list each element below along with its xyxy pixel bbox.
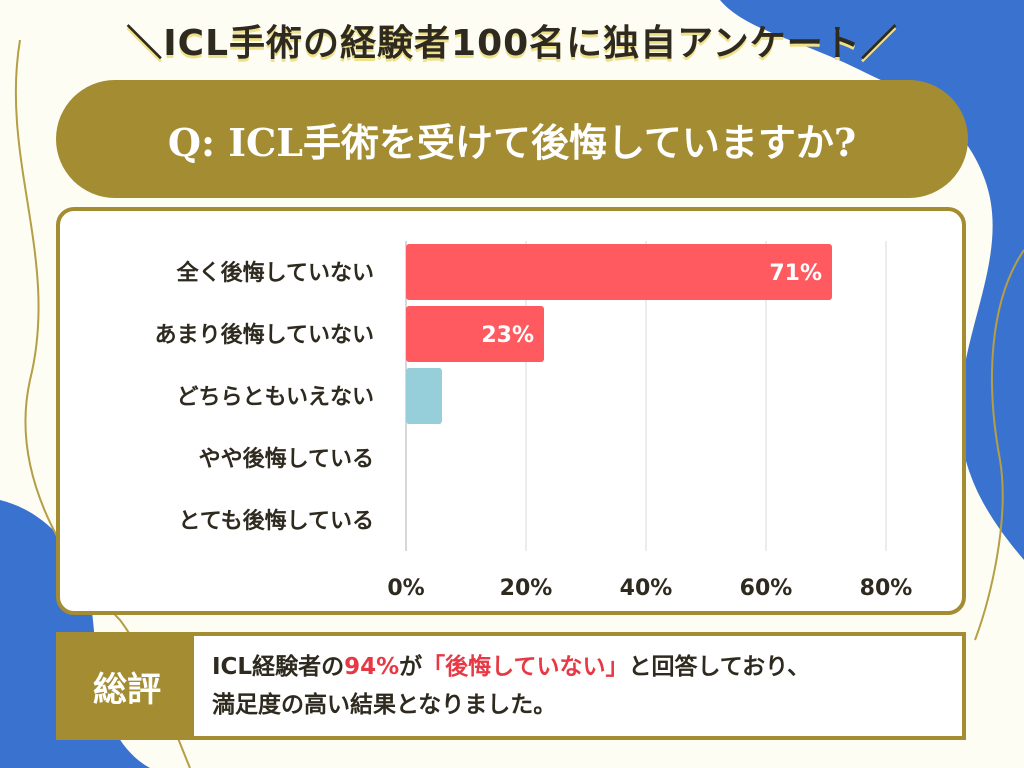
summary-box: 総評 ICL経験者の94%が「後悔していない」と回答しており、 満足度の高い結果…	[56, 632, 966, 740]
category-label: どちらともいえない	[176, 385, 374, 410]
bar	[406, 244, 832, 300]
headline: ＼ICL手術の経験者100名に独自アンケート／	[126, 23, 898, 64]
decor-line-right	[974, 249, 1024, 641]
summary-percent: 94%	[344, 654, 400, 680]
x-tick-label: 80%	[860, 576, 913, 601]
category-label: やや後悔している	[199, 446, 374, 472]
bar-chart: 0% 20% 40% 60% 80% 全く後悔していない 71% あまり後悔していない 23% ど…	[155, 241, 913, 601]
summary-line2: 満足度の高い結果となりました。	[212, 692, 557, 718]
summary-line1-post: と回答しており、	[628, 654, 811, 680]
question-banner: Q: ICL手術を受けて後悔していますか?	[56, 80, 968, 198]
category-label: あまり後悔していない	[155, 322, 374, 348]
top-right-blob	[720, 0, 1024, 560]
bar-value-label: 23%	[481, 323, 534, 348]
category-label: とても後悔している	[178, 508, 374, 534]
x-tick-label: 60%	[740, 576, 793, 601]
summary-line1-pre: ICL経験者の	[212, 654, 345, 680]
category-label: 全く後悔していない	[176, 260, 374, 286]
summary-quote: 「後悔していない」	[422, 654, 629, 680]
x-tick-label: 0%	[387, 576, 424, 601]
summary-line1-mid: が	[399, 654, 423, 680]
question-text: Q: ICL手術を受けて後悔していますか?	[167, 119, 857, 165]
summary-label: 総評	[60, 636, 194, 736]
bar	[406, 368, 442, 424]
bar-value-label: 71%	[769, 261, 822, 286]
chart-panel: 0% 20% 40% 60% 80% 全く後悔していない 71% あまり後悔していない 23% ど…	[56, 207, 966, 615]
summary-text: ICL経験者の94%が「後悔していない」と回答しており、 満足度の高い結果となり…	[212, 648, 950, 724]
bar	[406, 306, 544, 362]
x-tick-label: 40%	[620, 576, 673, 601]
x-tick-label: 20%	[500, 576, 553, 601]
